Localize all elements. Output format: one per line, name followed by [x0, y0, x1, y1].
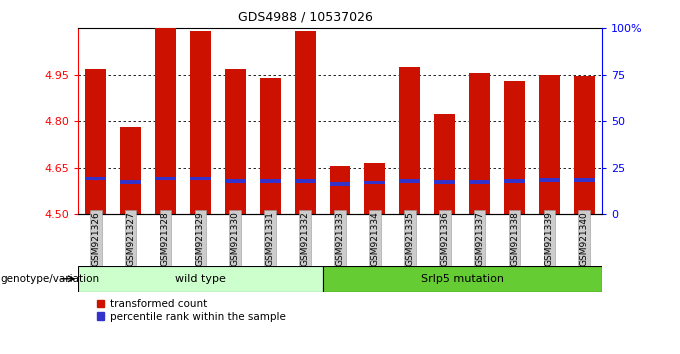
- Text: GSM921337: GSM921337: [475, 211, 484, 267]
- Bar: [574, 76, 595, 214]
- Text: GSM921331: GSM921331: [266, 211, 275, 267]
- Text: wild type: wild type: [175, 274, 226, 284]
- Bar: [364, 181, 386, 184]
- Text: GSM921340: GSM921340: [580, 212, 589, 266]
- Bar: [469, 180, 490, 183]
- Bar: [155, 28, 176, 214]
- Bar: [399, 179, 420, 183]
- Bar: [504, 81, 525, 214]
- Bar: [78, 266, 322, 292]
- Bar: [330, 182, 350, 185]
- Bar: [85, 69, 106, 214]
- Text: GSM921328: GSM921328: [161, 212, 170, 266]
- Bar: [322, 266, 602, 292]
- Text: GSM921335: GSM921335: [405, 211, 414, 267]
- Bar: [225, 179, 245, 183]
- Text: GSM921327: GSM921327: [126, 212, 135, 266]
- Bar: [260, 78, 281, 214]
- Bar: [435, 114, 455, 214]
- Bar: [539, 75, 560, 214]
- Bar: [364, 163, 386, 214]
- Bar: [330, 166, 350, 214]
- Text: Srlp5 mutation: Srlp5 mutation: [421, 274, 504, 284]
- Bar: [260, 179, 281, 183]
- Text: GSM921338: GSM921338: [510, 211, 519, 267]
- Bar: [399, 67, 420, 214]
- Text: GSM921332: GSM921332: [301, 212, 309, 266]
- Bar: [225, 69, 245, 214]
- Bar: [155, 177, 176, 181]
- Text: GSM921336: GSM921336: [440, 211, 449, 267]
- Text: GDS4988 / 10537026: GDS4988 / 10537026: [238, 11, 373, 24]
- Bar: [574, 178, 595, 182]
- Text: GSM921334: GSM921334: [371, 212, 379, 266]
- Bar: [85, 177, 106, 181]
- Text: GSM921329: GSM921329: [196, 212, 205, 266]
- Bar: [294, 32, 316, 214]
- Text: genotype/variation: genotype/variation: [0, 274, 99, 284]
- Bar: [190, 177, 211, 181]
- Bar: [294, 179, 316, 183]
- Text: GSM921333: GSM921333: [335, 211, 345, 267]
- Bar: [120, 180, 141, 183]
- Legend: transformed count, percentile rank within the sample: transformed count, percentile rank withi…: [97, 299, 286, 322]
- Text: GSM921339: GSM921339: [545, 211, 554, 267]
- Bar: [435, 180, 455, 183]
- Bar: [539, 178, 560, 182]
- Bar: [120, 127, 141, 214]
- Bar: [190, 32, 211, 214]
- Text: GSM921326: GSM921326: [91, 212, 100, 266]
- Bar: [504, 179, 525, 183]
- Bar: [469, 73, 490, 214]
- Text: GSM921330: GSM921330: [231, 211, 240, 267]
